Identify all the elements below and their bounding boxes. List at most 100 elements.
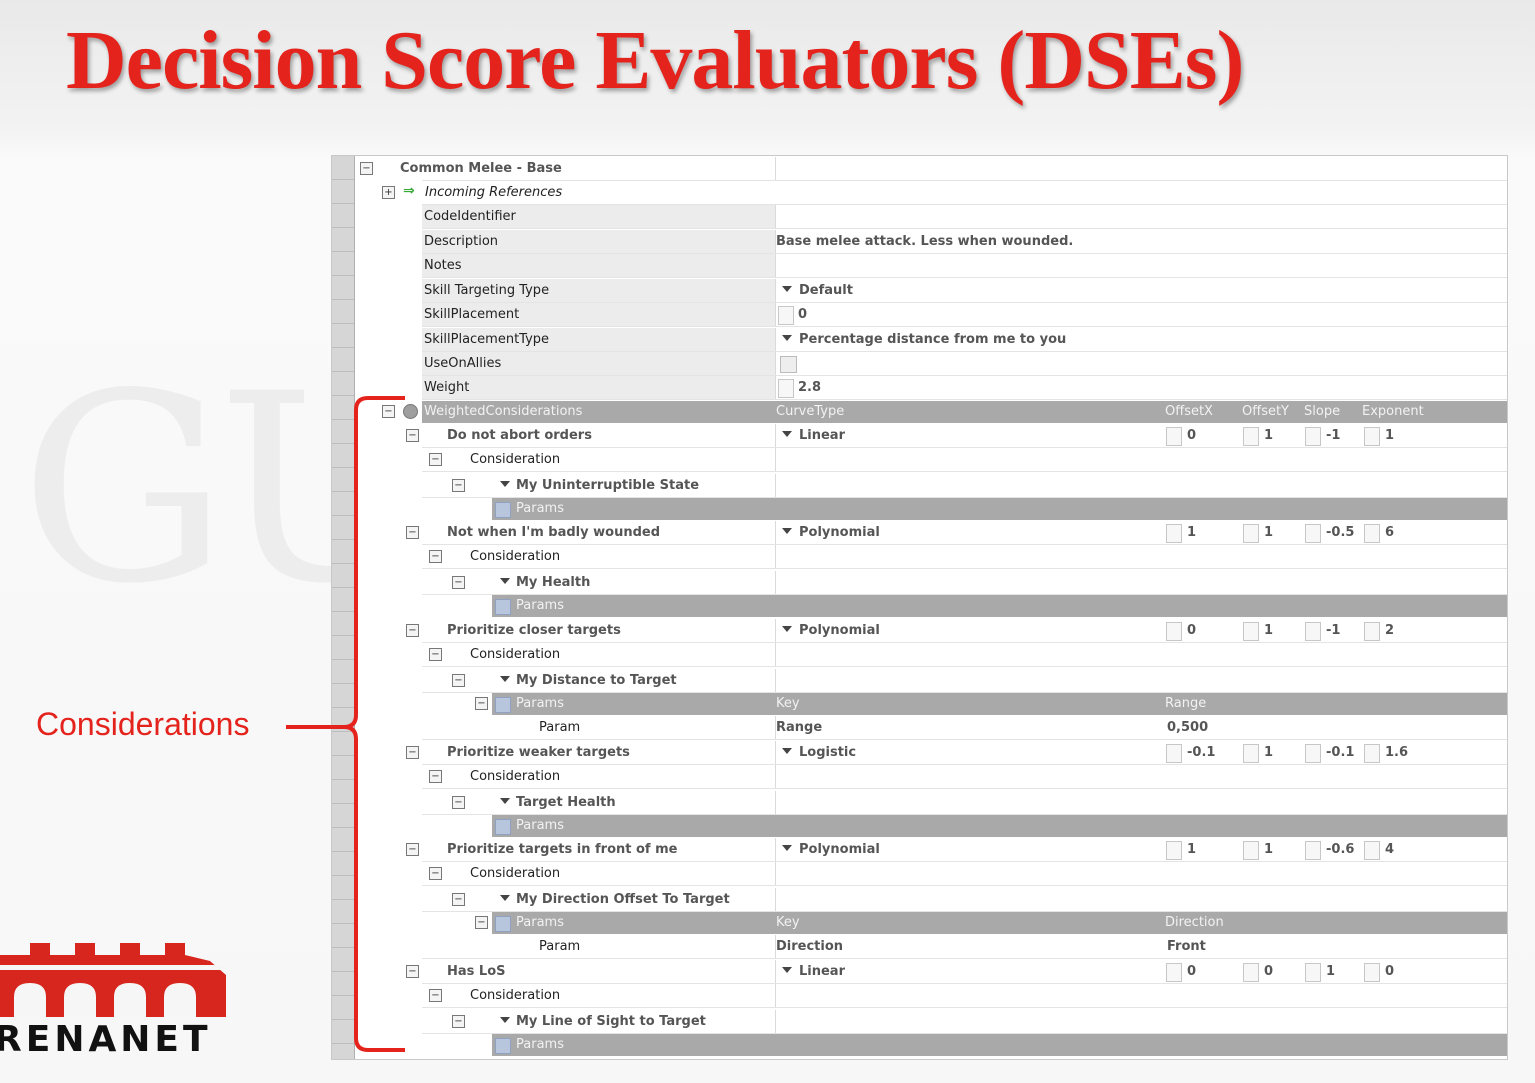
exponent-value[interactable]: 1 — [1385, 428, 1395, 443]
property-value[interactable]: Default — [799, 283, 853, 298]
exponent-spinner[interactable] — [1364, 427, 1380, 446]
slope-spinner[interactable] — [1305, 427, 1321, 446]
slope-spinner[interactable] — [1305, 524, 1321, 543]
collapse-consideration-icon[interactable]: − — [406, 526, 419, 539]
exponent-spinner[interactable] — [1364, 622, 1380, 641]
property-grid[interactable]: − Common Melee - Base + ⇒ Incoming Reference… — [331, 155, 1508, 1060]
offsetx-spinner[interactable] — [1166, 622, 1182, 641]
curve-type-value[interactable]: Polynomial — [799, 842, 880, 857]
collapse-sub-icon[interactable]: − — [429, 453, 442, 466]
offsetx-value[interactable]: -0.1 — [1187, 745, 1216, 760]
property-value[interactable]: 2.8 — [798, 380, 822, 395]
offsety-value[interactable]: 1 — [1264, 525, 1274, 540]
offsety-value[interactable]: 1 — [1264, 623, 1274, 638]
exponent-spinner[interactable] — [1364, 744, 1380, 763]
exponent-value[interactable]: 0 — [1385, 964, 1395, 979]
collapse-sub-icon[interactable]: − — [429, 648, 442, 661]
collapse-consideration-icon[interactable]: − — [406, 843, 419, 856]
offsety-spinner[interactable] — [1243, 841, 1259, 860]
offsety-value[interactable]: 1 — [1264, 745, 1274, 760]
collapse-input-icon[interactable]: − — [452, 893, 465, 906]
dropdown-arrow-icon[interactable] — [500, 798, 510, 804]
offsetx-spinner[interactable] — [1166, 963, 1182, 982]
slope-spinner[interactable] — [1305, 963, 1321, 982]
offsety-spinner[interactable] — [1243, 622, 1259, 641]
exponent-value[interactable]: 1.6 — [1385, 745, 1409, 760]
input-axis-name[interactable]: My Health — [516, 575, 591, 590]
offsety-value[interactable]: 0 — [1264, 964, 1274, 979]
input-axis-name[interactable]: My Direction Offset To Target — [516, 892, 730, 907]
collapse-root-icon[interactable]: − — [360, 162, 373, 175]
consideration-name[interactable]: Prioritize weaker targets — [447, 745, 630, 760]
collapse-input-icon[interactable]: − — [452, 1015, 465, 1028]
collapse-input-icon[interactable]: − — [452, 796, 465, 809]
offsetx-value[interactable]: 0 — [1187, 964, 1197, 979]
input-axis-name[interactable]: Target Health — [516, 795, 616, 810]
dropdown-arrow-icon[interactable] — [782, 335, 792, 341]
offsetx-value[interactable]: 0 — [1187, 623, 1197, 638]
collapse-input-icon[interactable]: − — [452, 576, 465, 589]
slope-value[interactable]: -1 — [1326, 428, 1341, 443]
exponent-value[interactable]: 6 — [1385, 525, 1395, 540]
collapse-params-icon[interactable]: − — [475, 697, 488, 710]
consideration-name[interactable]: Prioritize targets in front of me — [447, 842, 678, 857]
dropdown-arrow-icon[interactable] — [782, 528, 792, 534]
exponent-spinner[interactable] — [1364, 963, 1380, 982]
slope-value[interactable]: -1 — [1326, 623, 1341, 638]
dropdown-arrow-icon[interactable] — [782, 431, 792, 437]
dropdown-arrow-icon[interactable] — [500, 1017, 510, 1023]
consideration-name[interactable]: Prioritize closer targets — [447, 623, 621, 638]
offsetx-value[interactable]: 0 — [1187, 428, 1197, 443]
property-value[interactable]: Base melee attack. Less when wounded. — [776, 234, 1074, 249]
consideration-name[interactable]: Do not abort orders — [447, 428, 592, 443]
slope-value[interactable]: -0.1 — [1326, 745, 1355, 760]
input-axis-name[interactable]: My Distance to Target — [516, 673, 677, 688]
collapse-consideration-icon[interactable]: − — [406, 429, 419, 442]
param-value[interactable]: Front — [1167, 939, 1206, 954]
slope-spinner[interactable] — [1305, 744, 1321, 763]
slope-spinner[interactable] — [1305, 622, 1321, 641]
dropdown-arrow-icon[interactable] — [782, 748, 792, 754]
spinner-control[interactable] — [778, 379, 794, 398]
param-value[interactable]: 0,500 — [1167, 720, 1209, 735]
dropdown-arrow-icon[interactable] — [500, 676, 510, 682]
collapse-sub-icon[interactable]: − — [429, 550, 442, 563]
collapse-sub-icon[interactable]: − — [429, 989, 442, 1002]
dropdown-arrow-icon[interactable] — [782, 626, 792, 632]
dropdown-arrow-icon[interactable] — [782, 286, 792, 292]
spinner-control[interactable] — [778, 306, 794, 325]
collapse-sub-icon[interactable]: − — [429, 867, 442, 880]
exponent-spinner[interactable] — [1364, 524, 1380, 543]
curve-type-value[interactable]: Linear — [799, 428, 845, 443]
dropdown-arrow-icon[interactable] — [782, 967, 792, 973]
offsetx-value[interactable]: 1 — [1187, 525, 1197, 540]
incoming-references-label[interactable]: Incoming References — [425, 185, 563, 200]
collapse-sub-icon[interactable]: − — [429, 770, 442, 783]
consideration-name[interactable]: Has LoS — [447, 964, 506, 979]
offsety-spinner[interactable] — [1243, 524, 1259, 543]
property-value[interactable]: 0 — [798, 307, 808, 322]
collapse-weighted-icon[interactable]: − — [382, 405, 395, 418]
offsety-spinner[interactable] — [1243, 427, 1259, 446]
consideration-name[interactable]: Not when I'm badly wounded — [447, 525, 661, 540]
curve-type-value[interactable]: Logistic — [799, 745, 857, 760]
slope-value[interactable]: -0.5 — [1326, 525, 1355, 540]
add-icon[interactable] — [403, 404, 418, 419]
offsety-spinner[interactable] — [1243, 744, 1259, 763]
input-axis-name[interactable]: My Line of Sight to Target — [516, 1014, 706, 1029]
input-axis-name[interactable]: My Uninterruptible State — [516, 478, 700, 493]
use-on-allies-checkbox[interactable] — [780, 356, 797, 373]
offsety-value[interactable]: 1 — [1264, 842, 1274, 857]
offsety-value[interactable]: 1 — [1264, 428, 1274, 443]
collapse-consideration-icon[interactable]: − — [406, 965, 419, 978]
slope-spinner[interactable] — [1305, 841, 1321, 860]
slope-value[interactable]: 1 — [1326, 964, 1336, 979]
dropdown-arrow-icon[interactable] — [500, 578, 510, 584]
expand-incoming-icon[interactable]: + — [382, 186, 395, 199]
offsetx-spinner[interactable] — [1166, 744, 1182, 763]
offsetx-value[interactable]: 1 — [1187, 842, 1197, 857]
curve-type-value[interactable]: Polynomial — [799, 623, 880, 638]
dropdown-arrow-icon[interactable] — [782, 845, 792, 851]
collapse-params-icon[interactable]: − — [475, 916, 488, 929]
collapse-consideration-icon[interactable]: − — [406, 624, 419, 637]
